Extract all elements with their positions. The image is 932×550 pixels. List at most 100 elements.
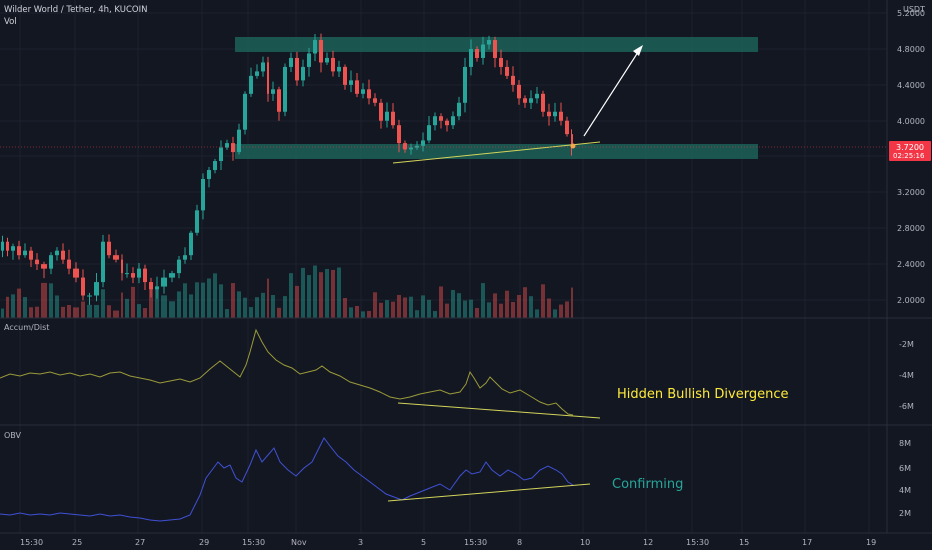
price-tick: 4.8000	[897, 45, 925, 54]
candle-body	[511, 75, 515, 85]
accum-trendline	[397, 402, 601, 419]
candle-body	[255, 71, 259, 76]
obv-line	[0, 437, 574, 522]
time-tick: 19	[866, 538, 876, 547]
volume-bar	[143, 308, 147, 318]
volume-bar	[325, 268, 329, 318]
candle-body	[349, 80, 353, 85]
confirming-annotation: Confirming	[612, 477, 683, 492]
volume-bar	[169, 301, 175, 318]
candle-body	[493, 40, 497, 58]
volume-bar	[499, 303, 503, 318]
candle-body	[231, 143, 235, 153]
candle-body	[307, 53, 311, 67]
obv-tick: 4M	[899, 486, 911, 495]
time-tick: 15:30	[242, 538, 265, 547]
candle-body	[475, 49, 479, 58]
volume-bar	[113, 310, 119, 318]
volume-bar	[289, 273, 293, 318]
volume-bar	[529, 296, 533, 318]
volume-bar	[343, 297, 347, 318]
candle-body	[391, 111, 395, 126]
candle-body	[201, 178, 205, 211]
volume-bar	[571, 287, 573, 318]
time-tick: Nov	[291, 538, 307, 547]
candle-body	[433, 116, 437, 126]
obv-trendline	[387, 483, 591, 502]
volume-bar	[261, 292, 265, 318]
volume-bar	[243, 297, 247, 318]
candle-body	[565, 120, 569, 135]
volume-bar	[149, 286, 153, 318]
volume-bar	[481, 283, 485, 318]
volume-bar	[161, 295, 167, 318]
volume-bar	[131, 286, 135, 318]
price-axis[interactable]: 5.2000 4.8000 4.4000 4.0000 3.2000 2.800…	[897, 9, 925, 305]
volume-bar	[475, 307, 479, 318]
candle-body	[367, 89, 371, 99]
volume-bar	[6, 296, 9, 318]
candle-body	[67, 259, 71, 269]
volume-bar	[355, 305, 359, 318]
volume-bar	[231, 283, 235, 318]
candle-body	[183, 255, 187, 260]
candle-body	[319, 40, 323, 63]
time-tick: 29	[199, 538, 209, 547]
accum-tick: -2M	[899, 340, 914, 349]
volume-bar	[213, 273, 217, 318]
volume-label: Vol	[4, 17, 17, 27]
candle-body	[131, 273, 135, 278]
volume-bar	[493, 293, 497, 318]
candle-body	[81, 277, 85, 296]
volume-bar	[73, 307, 79, 318]
volume-bar	[237, 291, 241, 318]
candle-body	[313, 40, 317, 54]
time-tick: 27	[135, 538, 145, 547]
candle-body	[403, 143, 407, 150]
volume-bar	[397, 294, 401, 318]
volume-bars	[1, 265, 573, 318]
volume-bar	[511, 301, 515, 318]
candle-body	[559, 111, 563, 121]
volume-bar	[445, 303, 449, 318]
candle-body	[169, 273, 175, 278]
time-tick: 17	[802, 538, 812, 547]
candle-body	[379, 102, 383, 121]
volume-bar	[125, 298, 129, 318]
candle-body	[155, 286, 159, 290]
price-tick: 2.0000	[897, 296, 925, 305]
volume-bar	[517, 294, 521, 318]
time-tick: 15	[739, 538, 749, 547]
volume-bar	[137, 304, 141, 318]
candle-body	[343, 66, 347, 85]
candle-body	[385, 111, 389, 121]
volume-bar	[277, 307, 281, 318]
candle-body	[457, 102, 461, 117]
candle-body	[517, 84, 521, 99]
candle-body	[267, 62, 269, 94]
candle-body	[149, 282, 153, 290]
candle-body	[397, 125, 401, 144]
volume-bar	[29, 307, 33, 318]
time-tick: 25	[72, 538, 82, 547]
candle-body	[137, 268, 141, 278]
volume-bar	[409, 296, 413, 318]
volume-bar	[283, 296, 287, 318]
candle-body	[23, 250, 27, 256]
time-axis[interactable]: 15:30 25 27 29 15:30 Nov 3 5 15:30 8 10 …	[20, 538, 876, 547]
candle-body	[499, 57, 503, 67]
volume-bar	[11, 294, 15, 318]
time-tick: 15:30	[464, 538, 487, 547]
candle-body	[361, 89, 365, 94]
volume-bar	[463, 300, 467, 318]
volume-bar	[87, 304, 92, 318]
candle-body	[73, 268, 79, 278]
volume-bar	[457, 293, 461, 318]
volume-bar	[337, 267, 341, 318]
currency-label: USDT	[903, 5, 925, 14]
accum-tick: -6M	[899, 402, 914, 411]
time-tick: 5	[421, 538, 426, 547]
volume-bar	[195, 282, 199, 318]
volume-bar	[535, 309, 539, 318]
